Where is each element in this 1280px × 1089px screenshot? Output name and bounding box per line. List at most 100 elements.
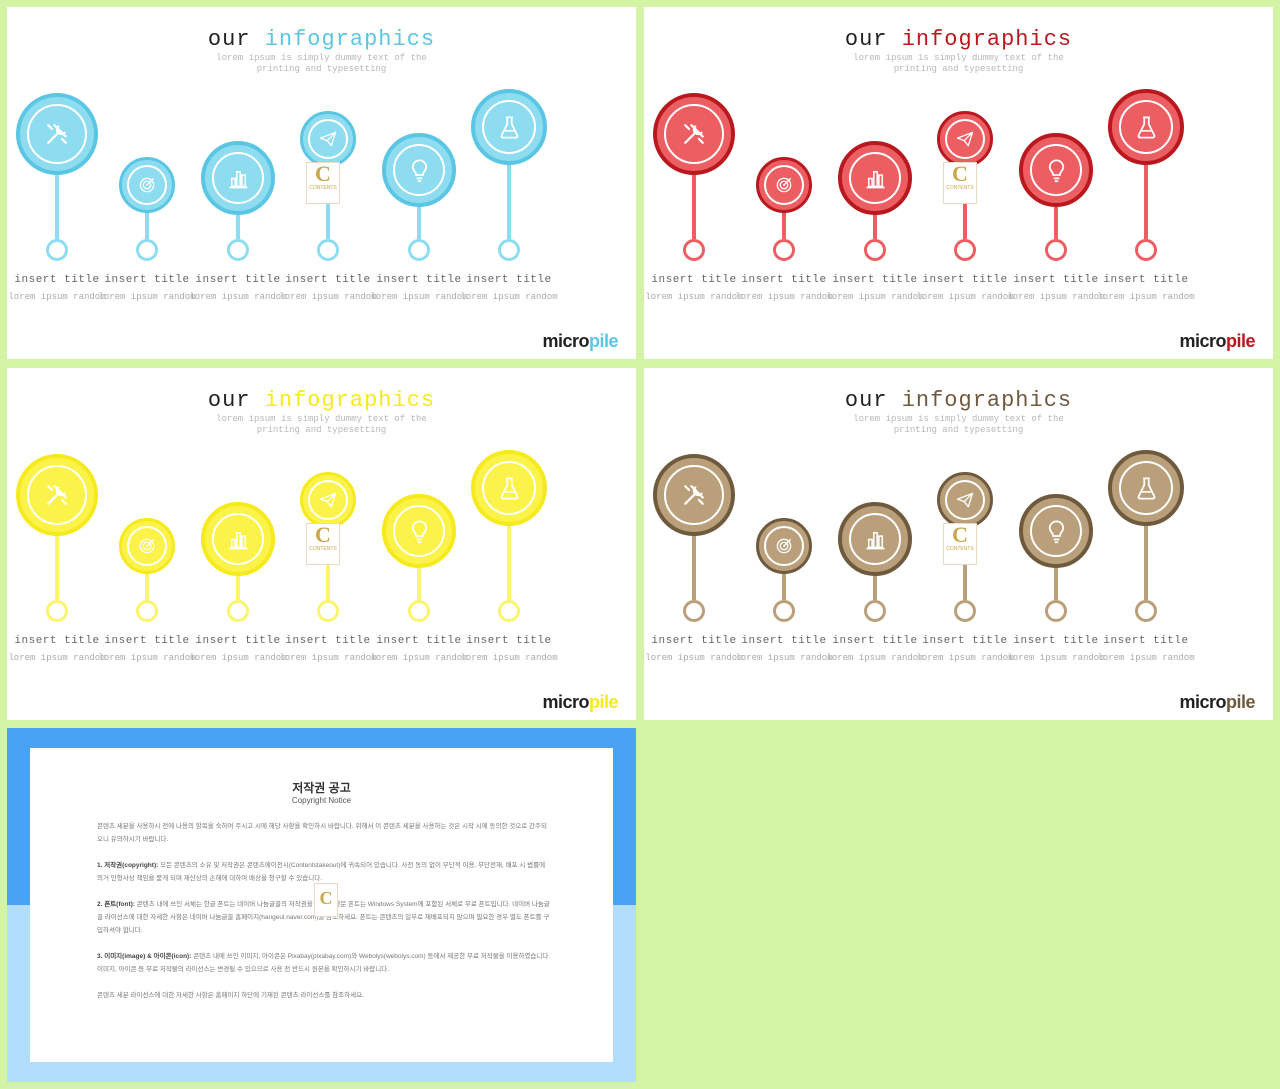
item-circle bbox=[471, 89, 547, 165]
item-circle-ring bbox=[849, 513, 901, 565]
item-circle bbox=[1108, 89, 1184, 165]
item-circle bbox=[119, 157, 175, 213]
item-circle bbox=[653, 93, 735, 175]
timeline-stem bbox=[1144, 488, 1148, 600]
item-circle-ring bbox=[849, 152, 901, 204]
paper-plane-icon bbox=[318, 490, 338, 510]
timeline-node bbox=[498, 239, 520, 261]
slide-title: our infographics bbox=[207, 27, 436, 52]
item-description: lorem ipsum random bbox=[98, 653, 196, 663]
item-circle bbox=[1019, 133, 1093, 207]
item-description: lorem ipsum random bbox=[189, 653, 287, 663]
item-circle bbox=[382, 133, 456, 207]
brand-logo: micropile bbox=[1179, 692, 1255, 712]
bar-chart-icon bbox=[225, 526, 252, 553]
timeline-node bbox=[954, 600, 976, 622]
timeline-node bbox=[773, 239, 795, 261]
item-circle-ring bbox=[764, 165, 804, 205]
tools-icon bbox=[42, 119, 72, 149]
item-title: insert title bbox=[376, 274, 462, 286]
item-circle bbox=[838, 502, 912, 576]
item-circle-ring bbox=[212, 152, 264, 204]
slide-title: our infographics bbox=[207, 388, 436, 413]
watermark-logo: C CONTENTS bbox=[306, 162, 340, 204]
item-title: insert title bbox=[922, 635, 1008, 647]
timeline-node bbox=[46, 239, 68, 261]
item-title: insert title bbox=[104, 635, 190, 647]
item-description: lorem ipsum random bbox=[735, 292, 833, 302]
item-circle-ring bbox=[482, 461, 536, 515]
item-circle-ring bbox=[664, 104, 724, 164]
infographic-slide: our infographics lorem ipsum is simply du… bbox=[644, 7, 1273, 359]
item-title: insert title bbox=[14, 635, 100, 647]
item-description: lorem ipsum random bbox=[826, 292, 924, 302]
item-circle-ring bbox=[945, 480, 985, 520]
item-circle bbox=[16, 93, 98, 175]
item-description: lorem ipsum random bbox=[1007, 292, 1105, 302]
slide-subtitle: lorem ipsum is simply dummy text of the … bbox=[216, 53, 427, 74]
flask-icon bbox=[1133, 114, 1160, 141]
timeline-stem bbox=[692, 495, 696, 600]
item-title: insert title bbox=[1103, 274, 1189, 286]
timeline-node bbox=[317, 600, 339, 622]
item-circle bbox=[119, 518, 175, 574]
timeline-stem bbox=[507, 127, 511, 239]
item-circle-ring bbox=[308, 119, 348, 159]
timeline-item: insert title lorem ipsum random bbox=[189, 7, 287, 347]
timeline-node bbox=[683, 239, 705, 261]
timeline-item: insert title lorem ipsum random bbox=[370, 7, 468, 347]
target-icon bbox=[137, 175, 157, 195]
notice-subtitle: Copyright Notice bbox=[291, 796, 352, 805]
timeline-item: insert title lorem ipsum random bbox=[1097, 368, 1195, 708]
timeline-node bbox=[317, 239, 339, 261]
item-circle-ring bbox=[127, 165, 167, 205]
item-description: lorem ipsum random bbox=[916, 653, 1014, 663]
timeline-node bbox=[773, 600, 795, 622]
item-title: insert title bbox=[466, 274, 552, 286]
watermark-logo: C bbox=[314, 883, 338, 917]
item-title: insert title bbox=[1013, 274, 1099, 286]
timeline-node bbox=[227, 239, 249, 261]
item-circle bbox=[300, 111, 356, 167]
item-circle-ring bbox=[1030, 505, 1082, 557]
item-description: lorem ipsum random bbox=[8, 653, 106, 663]
item-title: insert title bbox=[741, 274, 827, 286]
item-circle-ring bbox=[308, 480, 348, 520]
timeline-node bbox=[864, 600, 886, 622]
item-circle bbox=[201, 141, 275, 215]
timeline-node bbox=[498, 600, 520, 622]
notice-paragraph: 콘텐츠 세분을 사용하시 전에 나용의 항목을 숙하여 주시고 시에 해당 사항… bbox=[97, 823, 547, 843]
item-circle bbox=[16, 454, 98, 536]
item-circle bbox=[937, 472, 993, 528]
tools-icon bbox=[679, 119, 709, 149]
timeline-node bbox=[408, 600, 430, 622]
notice-title: 저작권 공고 bbox=[292, 781, 351, 795]
item-title: insert title bbox=[285, 274, 371, 286]
timeline-node bbox=[1045, 239, 1067, 261]
item-title: insert title bbox=[1013, 635, 1099, 647]
item-circle-ring bbox=[393, 144, 445, 196]
timeline-item: insert title lorem ipsum random bbox=[189, 368, 287, 708]
item-circle-ring bbox=[945, 119, 985, 159]
target-icon bbox=[137, 536, 157, 556]
item-description: lorem ipsum random bbox=[735, 653, 833, 663]
item-title: insert title bbox=[651, 635, 737, 647]
slide-subtitle: lorem ipsum is simply dummy text of the … bbox=[216, 414, 427, 435]
target-icon bbox=[774, 175, 794, 195]
item-circle-ring bbox=[764, 526, 804, 566]
item-circle bbox=[201, 502, 275, 576]
paper-plane-icon bbox=[318, 129, 338, 149]
item-title: insert title bbox=[922, 274, 1008, 286]
item-circle-ring bbox=[1119, 461, 1173, 515]
timeline-stem bbox=[507, 488, 511, 600]
item-description: lorem ipsum random bbox=[460, 292, 558, 302]
lightbulb-icon bbox=[1043, 518, 1070, 545]
timeline-item: insert title lorem ipsum random bbox=[8, 368, 106, 708]
item-description: lorem ipsum random bbox=[8, 292, 106, 302]
flask-icon bbox=[496, 114, 523, 141]
tools-icon bbox=[679, 480, 709, 510]
timeline-node bbox=[136, 239, 158, 261]
item-title: insert title bbox=[104, 274, 190, 286]
item-circle bbox=[756, 157, 812, 213]
item-title: insert title bbox=[832, 635, 918, 647]
